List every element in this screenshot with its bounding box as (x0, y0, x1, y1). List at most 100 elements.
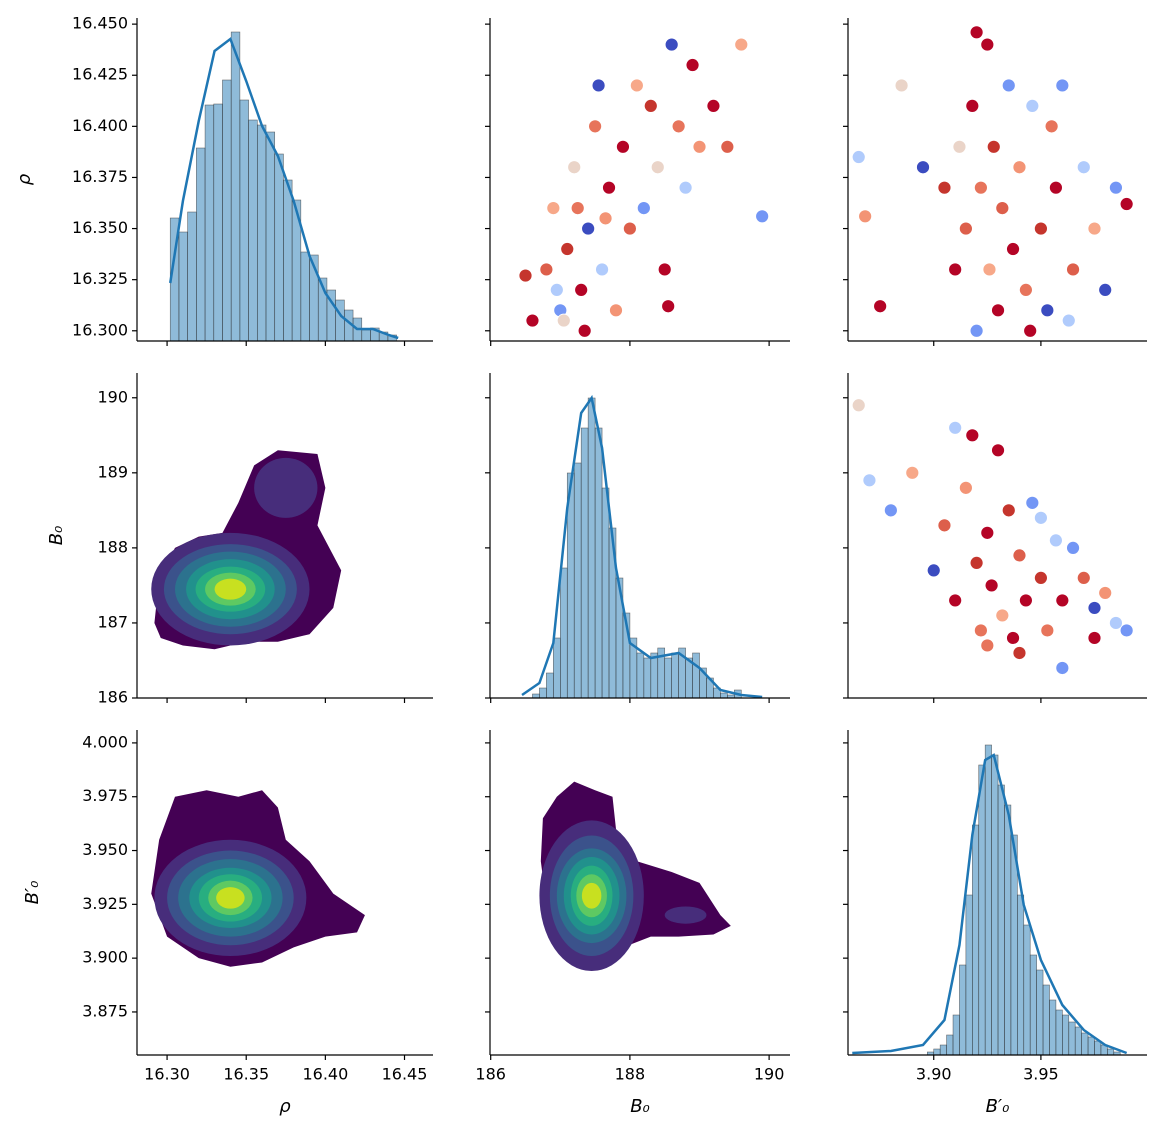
hist-bar (1049, 999, 1057, 1056)
scatter-point (556, 313, 571, 328)
scatter-point (1119, 197, 1134, 211)
y-tick-label: 3.925 (82, 894, 128, 913)
scatter-point (734, 37, 749, 52)
y-tick-label: 186 (97, 688, 128, 707)
scatter-point (671, 119, 686, 134)
density-level (254, 457, 318, 518)
x-axis-label: B′₀ (986, 1096, 1010, 1117)
y-tick-label: 3.950 (82, 840, 128, 859)
scatter-point (1087, 221, 1102, 236)
hist-bar (187, 211, 197, 342)
scatter-point (1066, 262, 1080, 277)
y-tick-label: 187 (97, 612, 128, 631)
scatter-point (525, 313, 540, 328)
hist-bar (222, 79, 232, 342)
scatter-point (937, 180, 952, 195)
hist-bar (1055, 1009, 1063, 1056)
hist-bar (1074, 1026, 1082, 1056)
hist-bar (1087, 1036, 1095, 1056)
panel: 186 187 188 189 190 B₀ (46, 373, 433, 707)
hist-bar (972, 824, 980, 1056)
scatter-point (952, 139, 967, 154)
hist-bar (671, 652, 679, 699)
scatter-point (609, 303, 623, 318)
y-tick-label: 16.350 (72, 218, 128, 237)
hist-bar (1068, 1021, 1076, 1056)
scatter-point (926, 563, 941, 578)
hist-bar (265, 131, 276, 342)
x-tick-label: 16.40 (302, 1065, 348, 1084)
scatter-point (598, 211, 613, 226)
scatter-point (574, 282, 589, 297)
scatter-point (873, 299, 888, 314)
y-tick-label: 16.300 (72, 320, 128, 339)
hist-bar (601, 487, 610, 699)
hist-bar (1107, 1048, 1115, 1056)
scatter-point (636, 201, 651, 216)
scatter-point (1012, 548, 1027, 563)
scatter-point (616, 139, 630, 154)
hist-bar (650, 652, 659, 699)
hist-bar (204, 104, 215, 342)
hist-bar (933, 1048, 941, 1056)
scatter-point (518, 268, 533, 283)
hist-bar (248, 119, 258, 342)
hist-bar (361, 329, 371, 342)
hist-bar (939, 1044, 947, 1056)
scatter-point (973, 623, 988, 638)
scatter-point (958, 480, 973, 495)
scatter-point (1049, 180, 1063, 195)
scatter-point (570, 201, 585, 216)
panel: 3.90 3.95 B′₀ (843, 730, 1147, 1117)
x-tick-label: 16.45 (382, 1065, 428, 1084)
hist-bar (587, 397, 596, 699)
density-level (664, 906, 707, 924)
scatter-point (862, 473, 877, 488)
scatter-point (1023, 323, 1038, 338)
kde-line (521, 394, 763, 699)
y-tick-label: 188 (97, 537, 128, 556)
scatter-point (1034, 510, 1048, 525)
scatter-point (1006, 631, 1020, 645)
hist-bar (1042, 984, 1050, 1056)
scatter-point (1109, 180, 1123, 195)
x-tick-label: 3.95 (1023, 1065, 1059, 1084)
x-tick-label: 186 (475, 1065, 506, 1084)
scatter-point (991, 443, 1005, 458)
hist-bar (594, 427, 603, 699)
scatter-point (1076, 571, 1091, 585)
scatter-point (657, 262, 672, 277)
hist-bar (256, 124, 267, 342)
y-tick-label: 189 (97, 462, 128, 481)
hist-bar (560, 567, 568, 699)
density-level (581, 882, 602, 909)
hist-bar (1081, 1032, 1089, 1056)
scatter-point (1018, 282, 1033, 297)
scatter-point (1034, 571, 1048, 585)
scatter-point (1025, 99, 1040, 113)
scatter-point (883, 503, 898, 518)
hist-bar (580, 427, 589, 699)
scatter-point (549, 282, 564, 297)
hist-bar (946, 1034, 954, 1056)
scatter-point (965, 428, 980, 443)
scatter-point (685, 58, 700, 72)
scatter-point (851, 398, 866, 413)
hist-bar (230, 31, 241, 342)
scatter-point (577, 323, 592, 338)
scatter-point (1066, 540, 1080, 555)
y-tick-label: 16.450 (72, 14, 128, 33)
y-tick-label: 16.375 (72, 167, 128, 186)
scatter-point (969, 555, 984, 570)
density-level (214, 578, 247, 600)
scatter-point (982, 262, 997, 277)
scatter-point (995, 201, 1010, 216)
panel: 16.30 16.35 16.40 16.45 3.875 3.900 3.925 3.950… (22, 730, 433, 1117)
scatter-point (1076, 160, 1091, 175)
scatter-point (588, 119, 603, 134)
scatter-point (948, 593, 963, 608)
scatter-point (1001, 78, 1016, 93)
hist-bar (1004, 804, 1012, 1056)
hist-bar (984, 744, 992, 1056)
